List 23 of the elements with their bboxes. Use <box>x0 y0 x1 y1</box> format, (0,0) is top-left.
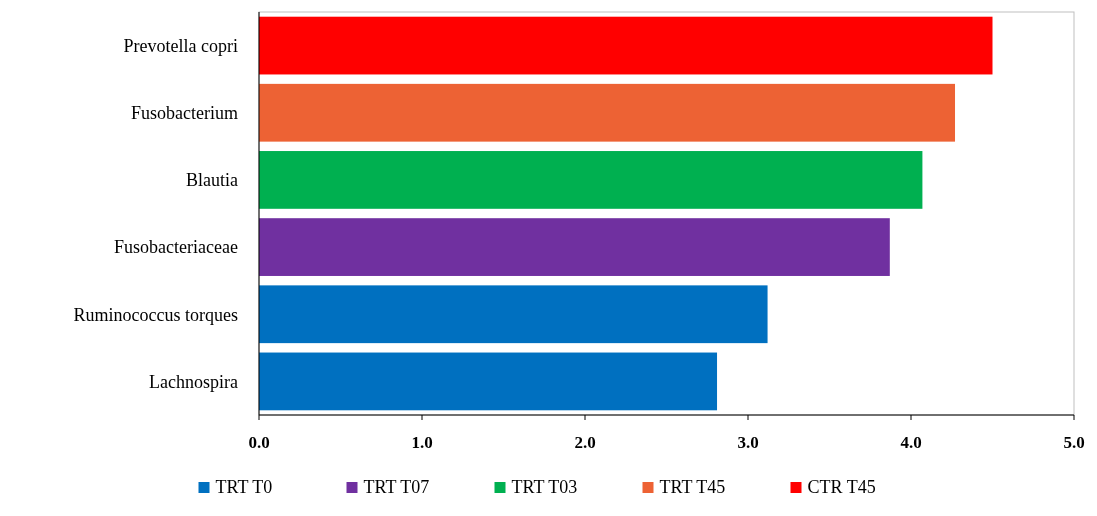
bar <box>259 151 923 209</box>
y-tick-label: Fusobacteriaceae <box>114 237 238 258</box>
legend-label: TRT T0 <box>215 477 273 497</box>
y-tick-label: Prevotella copri <box>123 35 238 56</box>
y-tick-label: Fusobacterium <box>131 103 238 124</box>
bar <box>259 16 993 75</box>
x-tick-label: 4.0 <box>900 433 922 452</box>
x-tick-label: 1.0 <box>411 433 433 452</box>
y-tick-label: Blautia <box>186 170 238 191</box>
y-tick-label: Lachnospira <box>149 371 238 392</box>
x-tick-label: 2.0 <box>574 433 596 452</box>
legend-label: TRT T03 <box>511 477 578 497</box>
legend-label: TRT T45 <box>659 477 726 497</box>
legend-label: CTR T45 <box>807 477 876 497</box>
bar <box>259 352 718 411</box>
x-tick-label: 5.0 <box>1063 433 1085 452</box>
bar <box>259 218 890 276</box>
bar <box>259 285 768 344</box>
y-tick-label: Ruminococcus torques <box>73 304 238 325</box>
x-tick-label: 3.0 <box>737 433 759 452</box>
bar <box>259 83 956 142</box>
legend-label: TRT T07 <box>363 477 430 497</box>
x-tick-label: 0.0 <box>248 433 270 452</box>
